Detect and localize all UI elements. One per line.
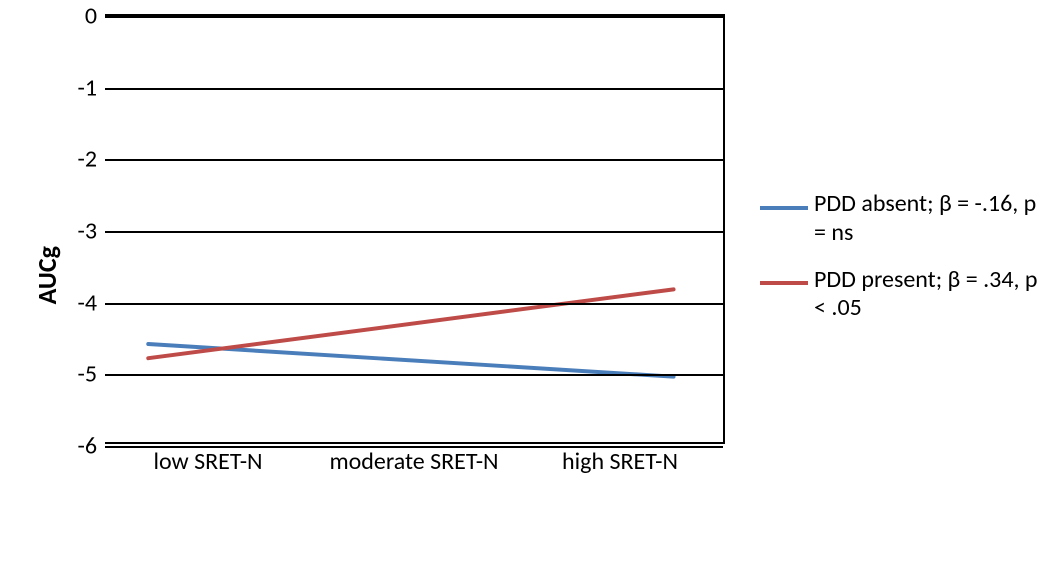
y-tick-label: 0 [85, 2, 105, 31]
line-series-layer [105, 16, 723, 442]
y-tick-label: -5 [77, 360, 105, 389]
y-tick-label: -2 [77, 145, 105, 174]
legend-label: PDD present; β = .34, p < .05 [814, 266, 1050, 324]
gridline [105, 159, 723, 161]
chart-container: low SRET-Nmoderate SRET-Nhigh SRET-N 0-1… [0, 0, 1050, 562]
legend-label: PDD absent; β = -.16, p = ns [814, 190, 1050, 248]
series-line [148, 289, 673, 358]
legend-swatch [760, 206, 808, 210]
legend-item: PDD present; β = .34, p < .05 [760, 266, 1050, 324]
gridline [105, 303, 723, 305]
gridline [105, 231, 723, 233]
gridline [105, 16, 723, 18]
gridline [105, 446, 723, 448]
plot-area: low SRET-Nmoderate SRET-Nhigh SRET-N 0-1… [105, 14, 725, 444]
y-tick-label: -6 [77, 432, 105, 461]
legend-item: PDD absent; β = -.16, p = ns [760, 190, 1050, 248]
gridline [105, 374, 723, 376]
legend-swatch [760, 281, 808, 285]
y-tick-label: -3 [77, 217, 105, 246]
y-tick-label: -4 [77, 288, 105, 317]
y-tick-label: -1 [77, 73, 105, 102]
legend: PDD absent; β = -.16, p = ns PDD present;… [760, 190, 1050, 341]
gridline [105, 88, 723, 90]
y-axis-label: AUCg [31, 246, 63, 304]
